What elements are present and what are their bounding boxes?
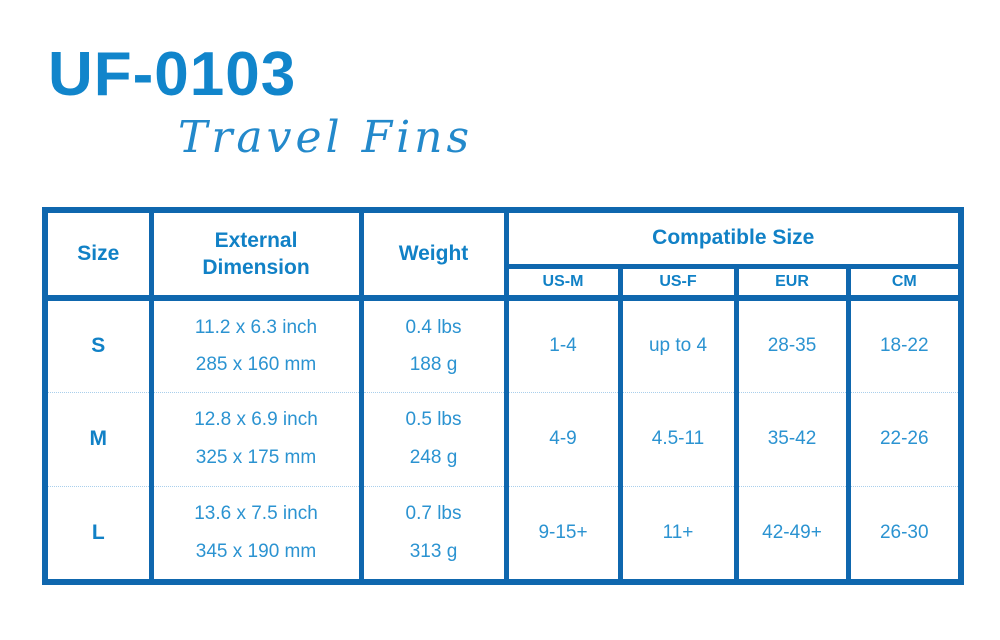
dimension-mm: 325 x 175 mm — [195, 447, 317, 468]
table-row-size-s: S 11.2 x 6.3 inch 285 x 160 mm 0.4 lbs 1… — [42, 298, 964, 393]
eur-cell: 28-35 — [733, 298, 851, 393]
product-name-script: Travel Fins — [178, 112, 474, 163]
weight-g: 248 g — [409, 447, 458, 468]
us-m-cell: 9-15+ — [503, 485, 623, 582]
weight-g: 313 g — [409, 540, 458, 562]
weight-g: 188 g — [409, 354, 458, 376]
dimension-inch: 13.6 x 7.5 inch — [194, 503, 318, 524]
column-header-cm: CM — [845, 266, 964, 301]
column-header-us-f: US-F — [617, 266, 739, 301]
table-row-size-l: L 13.6 x 7.5 inch 345 x 190 mm 0.7 lbs 3… — [42, 485, 964, 582]
size-cell: M — [42, 391, 154, 487]
us-m-cell: 1-4 — [503, 298, 623, 393]
cm-cell: 26-30 — [845, 485, 964, 582]
cm-cell: 22-26 — [845, 391, 964, 487]
us-f-cell: up to 4 — [617, 298, 739, 393]
size-cell: L — [42, 485, 154, 582]
column-header-size: Size — [42, 210, 154, 301]
dimension-inch: 11.2 x 6.3 inch — [194, 316, 318, 338]
table-header-row: Size External Dimension Weight Compatibl… — [42, 210, 964, 301]
table-subheader-row: US-M US-F EUR CM — [45, 266, 964, 301]
column-header-external-dimension: External Dimension — [148, 210, 364, 301]
dimension-cell: 11.2 x 6.3 inch 285 x 160 mm — [148, 298, 364, 393]
weight-lbs: 0.7 lbs — [405, 503, 462, 524]
dimension-cell: 13.6 x 7.5 inch 345 x 190 mm — [148, 485, 364, 582]
us-f-cell: 4.5-11 — [617, 391, 739, 487]
weight-cell: 0.4 lbs 188 g — [358, 298, 509, 393]
table-row-size-m: M 12.8 x 6.9 inch 325 x 175 mm 0.5 lbs 2… — [42, 391, 964, 487]
dimension-cell: 12.8 x 6.9 inch 325 x 175 mm — [148, 391, 364, 487]
dimension-inch: 12.8 x 6.9 inch — [194, 409, 318, 431]
dimension-mm: 345 x 190 mm — [195, 540, 317, 562]
column-header-eur: EUR — [733, 266, 851, 301]
column-header-weight: Weight — [358, 210, 509, 301]
size-cell: S — [42, 298, 154, 393]
us-m-cell: 4-9 — [503, 391, 623, 487]
column-header-us-m: US-M — [503, 266, 623, 301]
weight-lbs: 0.5 lbs — [405, 409, 462, 431]
model-number-title: UF-0103 — [48, 40, 297, 109]
weight-cell: 0.7 lbs 313 g — [358, 485, 509, 582]
eur-cell: 42-49+ — [733, 485, 851, 582]
us-f-cell: 11+ — [617, 485, 739, 582]
dimension-mm: 285 x 160 mm — [195, 354, 317, 376]
eur-cell: 35-42 — [733, 391, 851, 487]
size-spec-table: Size External Dimension Weight Compatibl… — [42, 207, 965, 585]
cm-cell: 18-22 — [845, 298, 964, 393]
weight-lbs: 0.4 lbs — [405, 316, 462, 338]
column-header-compatible-size: Compatible Size — [503, 210, 964, 269]
weight-cell: 0.5 lbs 248 g — [358, 391, 509, 487]
